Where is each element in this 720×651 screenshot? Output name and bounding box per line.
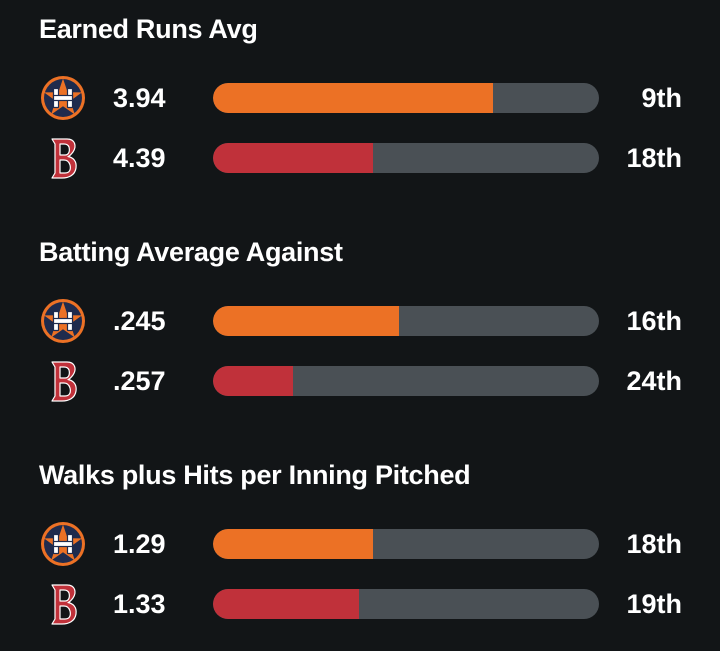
baa-redsox-value: .257	[113, 366, 166, 396]
whip-astros-rank: 18th	[626, 529, 682, 559]
baa-astros-row: .245 16th	[0, 298, 720, 344]
astros-logo-icon	[40, 521, 86, 567]
whip-redsox-bar-track	[213, 589, 599, 619]
era-redsox-row: 4.39 18th	[0, 135, 720, 181]
whip-astros-bar	[213, 529, 374, 559]
era-astros-rank: 9th	[641, 83, 683, 113]
baa-astros-value: .245	[113, 306, 166, 336]
baa-astros-rank: 16th	[626, 306, 682, 336]
baa-title: Batting Average Against	[39, 237, 343, 267]
red-sox-logo-icon	[40, 581, 86, 627]
baa-astros-bar	[213, 306, 400, 336]
whip-redsox-rank: 19th	[626, 589, 682, 619]
red-sox-logo-icon	[40, 358, 86, 404]
whip-redsox-row: 1.33 19th	[0, 581, 720, 627]
whip-title: Walks plus Hits per Inning Pitched	[39, 460, 471, 490]
whip-astros-bar-track	[213, 529, 599, 559]
baa-astros-bar-track	[213, 306, 599, 336]
era-redsox-value: 4.39	[113, 143, 166, 173]
era-title: Earned Runs Avg	[39, 14, 258, 44]
era-redsox-rank: 18th	[626, 143, 682, 173]
red-sox-logo-icon	[40, 135, 86, 181]
era-astros-row: 3.94 9th	[0, 75, 720, 121]
whip-redsox-bar	[213, 589, 359, 619]
era-redsox-bar	[213, 143, 374, 173]
baa-redsox-row: .257 24th	[0, 358, 720, 404]
astros-logo-icon	[40, 298, 86, 344]
red-sox-b-emblem	[51, 138, 77, 179]
era-astros-bar	[213, 83, 493, 113]
whip-astros-value: 1.29	[113, 529, 166, 559]
red-sox-b-emblem	[51, 361, 77, 402]
astros-star-emblem	[41, 522, 85, 566]
era-astros-bar-track	[213, 83, 599, 113]
era-astros-value: 3.94	[113, 83, 166, 113]
whip-astros-row: 1.29 18th	[0, 521, 720, 567]
astros-star-emblem	[41, 76, 85, 120]
baa-redsox-bar	[213, 366, 293, 396]
astros-star-emblem	[41, 299, 85, 343]
baa-redsox-bar-track	[213, 366, 599, 396]
whip-redsox-value: 1.33	[113, 589, 166, 619]
era-redsox-bar-track	[213, 143, 599, 173]
red-sox-b-emblem	[51, 584, 77, 625]
astros-logo-icon	[40, 75, 86, 121]
baa-redsox-rank: 24th	[626, 366, 682, 396]
